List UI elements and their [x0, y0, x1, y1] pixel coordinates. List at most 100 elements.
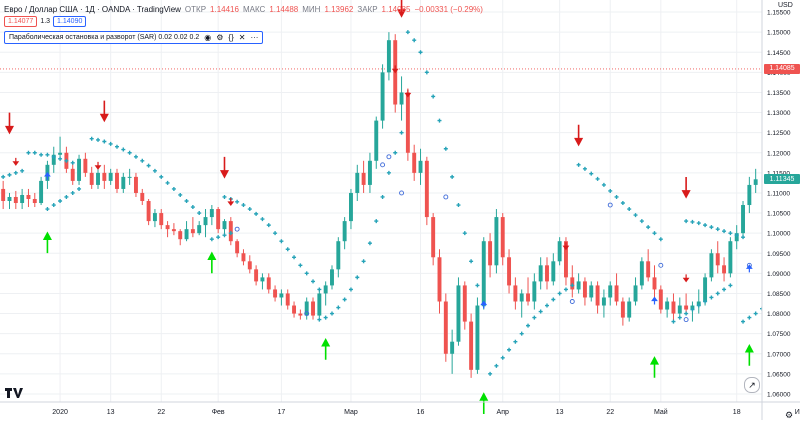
- sar-reversal-point: [380, 162, 386, 168]
- candle-body: [1, 188, 6, 201]
- candle-body: [355, 172, 360, 193]
- sar-point: [728, 231, 733, 236]
- sar-point: [304, 271, 309, 276]
- more-icon[interactable]: ···: [250, 33, 259, 42]
- candle-body: [753, 179, 758, 185]
- sar-point: [703, 223, 708, 228]
- tradingview-logo-icon[interactable]: [4, 386, 24, 400]
- change-value: −0.00331 (−0.29%): [414, 4, 483, 14]
- indicator-label: Параболическая остановка и разворот (SAR…: [9, 34, 200, 41]
- buy-button[interactable]: 1.14090: [53, 16, 87, 27]
- sar-point: [450, 174, 455, 179]
- sar-point: [557, 291, 562, 296]
- candle-body: [140, 192, 145, 201]
- candle-body: [722, 265, 727, 274]
- candle-body: [58, 152, 63, 155]
- time-tick-label: Мар: [344, 409, 358, 416]
- candle-body: [519, 293, 524, 302]
- candle-body: [443, 301, 448, 354]
- expand-icon[interactable]: ↗: [744, 377, 760, 393]
- sar-point: [266, 223, 271, 228]
- sar-point: [563, 287, 568, 292]
- candle-body: [241, 253, 246, 262]
- candle-body: [570, 277, 575, 290]
- candle-body: [266, 277, 271, 290]
- sar-reversal-point: [399, 190, 405, 196]
- sar-reversal-point: [443, 194, 449, 200]
- time-tick-label: 2020: [52, 409, 68, 416]
- price-tick-label: 1.10000: [767, 231, 791, 238]
- sar-point: [595, 176, 600, 181]
- time-tick-label: 13: [107, 409, 115, 416]
- sar-point: [690, 307, 695, 312]
- candle-body: [437, 257, 442, 302]
- sar-point: [722, 287, 727, 292]
- high-value: 1.14488: [269, 4, 299, 14]
- sar-point: [526, 323, 531, 328]
- price-tick-label: 1.06000: [767, 391, 791, 398]
- time-tick-label: Апр: [497, 409, 509, 416]
- time-tick-label: 22: [157, 409, 165, 416]
- sar-point: [329, 311, 334, 316]
- candle-body: [83, 158, 88, 173]
- axis-settings-icon[interactable]: ⚙: [785, 410, 794, 420]
- sar-point: [469, 259, 474, 264]
- candle-series: [1, 32, 758, 378]
- sell-signal-arrow: [681, 176, 691, 199]
- sar-point: [380, 194, 385, 199]
- sell-button[interactable]: 1.14077: [4, 16, 38, 27]
- candle-body: [658, 289, 663, 310]
- sar-point: [96, 137, 101, 142]
- currency-label: USD: [778, 2, 793, 9]
- candle-body: [564, 241, 568, 278]
- eye-icon[interactable]: ◉: [204, 33, 212, 42]
- time-tick-label: 13: [556, 409, 564, 416]
- sar-point: [728, 283, 733, 288]
- candle-body: [551, 261, 556, 282]
- candle-body: [500, 217, 505, 258]
- candle-body: [589, 285, 594, 298]
- candle-body: [336, 241, 341, 270]
- candle-body: [424, 160, 429, 218]
- sell-signal-arrow: [391, 65, 399, 74]
- open-value: 1.14416: [210, 4, 239, 14]
- braces-icon[interactable]: {}: [228, 33, 234, 42]
- low-label: МИН: [302, 4, 321, 14]
- close-icon[interactable]: ✕: [238, 33, 246, 42]
- indicator-legend[interactable]: Параболическая остановка и разворот (SAR…: [4, 31, 264, 44]
- sar-point: [601, 182, 606, 187]
- sar-point: [342, 297, 347, 302]
- candle-body: [361, 172, 366, 185]
- candle-body: [292, 305, 297, 314]
- sell-signal-arrow: [562, 242, 570, 251]
- gear-icon[interactable]: ⚙: [216, 33, 224, 42]
- sar-point: [209, 237, 214, 242]
- sar-point: [627, 207, 632, 212]
- candle-body: [190, 229, 195, 234]
- candle-body: [228, 221, 233, 242]
- candle-body: [601, 297, 606, 306]
- candle-body: [216, 209, 221, 230]
- sar-point: [311, 279, 316, 284]
- sar-point: [152, 168, 157, 173]
- candle-body: [285, 293, 290, 306]
- symbol-title[interactable]: Евро / Доллар США · 1Д · OANDA · Trading…: [4, 4, 181, 14]
- sar-point: [671, 319, 676, 324]
- sar-point: [323, 315, 328, 320]
- candle-body: [488, 241, 493, 266]
- price-tick-label: 1.12000: [767, 150, 791, 157]
- sar-point: [551, 297, 556, 302]
- price-tick-label: 1.08000: [767, 311, 791, 318]
- buy-signal-arrow: [480, 300, 488, 309]
- sar-point: [747, 315, 752, 320]
- price-tick-label: 1.13500: [767, 90, 791, 97]
- candle-body: [77, 158, 82, 181]
- candle-body: [323, 285, 328, 294]
- price-tick-label: 1.11500: [767, 170, 790, 177]
- candle-body: [715, 253, 720, 266]
- sar-point: [216, 235, 221, 240]
- candle-body: [342, 221, 347, 242]
- candle-body: [89, 172, 94, 185]
- sar-point: [715, 227, 720, 232]
